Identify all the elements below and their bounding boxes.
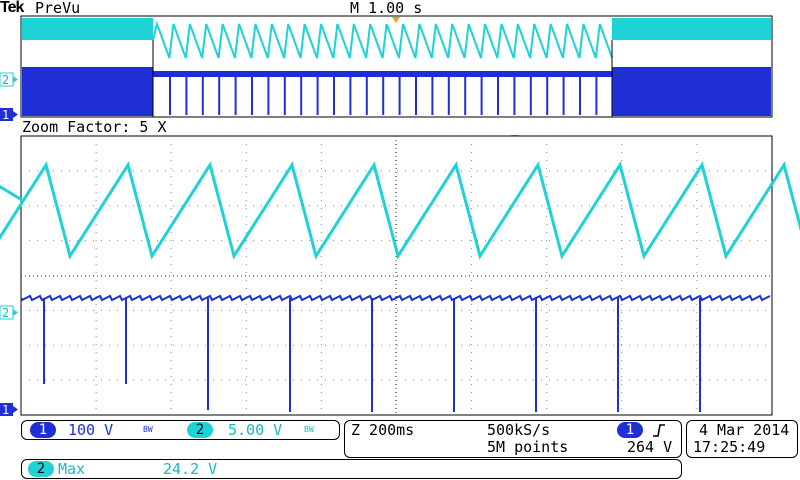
svg-text:2: 2 [2, 306, 9, 320]
zoom-ch1-waveform [21, 294, 771, 412]
overview-ch1-spikes [169, 73, 598, 115]
ch2-bandwidth-limit-icon: BW [304, 425, 314, 434]
svg-text:1: 1 [2, 108, 9, 122]
svg-text:1: 1 [2, 403, 9, 417]
trigger-source-badge[interactable]: 1 [617, 422, 643, 438]
zoom-factor-label: Zoom Factor: 5 X [22, 118, 167, 136]
overview-ch2-sawtooth [152, 20, 614, 59]
overview-ch2-dense-right [612, 18, 771, 40]
measurement-box[interactable]: 2 Max 24.2 V [21, 459, 682, 479]
trigger-level[interactable]: 264 V [627, 438, 673, 456]
svg-text:2: 2 [2, 73, 9, 87]
overview-ch1-dense-right [612, 67, 771, 116]
ch1-scale[interactable]: 100 V [68, 421, 114, 439]
ch2-badge[interactable]: 2 [187, 422, 213, 438]
record-length[interactable]: 5M points [487, 438, 569, 456]
overview-ch1-marker[interactable]: 1 [0, 108, 18, 122]
rising-edge-icon [653, 424, 665, 437]
brand-logo: Tek [0, 0, 24, 16]
measurement-channel-badge: 2 [28, 461, 54, 477]
graticule-dots [21, 136, 772, 415]
zoom-ch2-waveform [0, 161, 800, 260]
acquisition-box[interactable]: Z 200ms 500kS/s 5M points 1 264 V [344, 420, 682, 458]
measurement-value: 24.2 V [163, 460, 218, 478]
measurement-name: Max [58, 460, 86, 478]
timebase-readout: M 1.00 s [350, 0, 423, 17]
datetime-box: 4 Mar 2014 17:25:49 [686, 420, 798, 458]
acquisition-mode: PreVu [35, 0, 81, 17]
sample-rate: 500kS/s [487, 421, 551, 439]
zoom-time-per-div[interactable]: Z 200ms [351, 421, 415, 439]
channel-scale-box[interactable]: 1 100 V BW 2 5.00 V BW [21, 420, 340, 440]
zoom-ch2-marker[interactable]: 2 [0, 305, 18, 320]
zoom-ch1-marker[interactable]: 1 [0, 403, 18, 417]
overview-ch1-dense-left [22, 67, 153, 116]
overview-ch2-dense-left [22, 18, 153, 40]
ch2-scale[interactable]: 5.00 V [228, 421, 283, 439]
trigger-position-marker [392, 17, 400, 23]
time: 17:25:49 [693, 438, 766, 456]
overview-ch2-marker[interactable]: 2 [0, 72, 18, 87]
date: 4 Mar 2014 [699, 421, 790, 439]
ch1-bandwidth-limit-icon: BW [143, 425, 153, 434]
ch1-badge[interactable]: 1 [30, 422, 56, 438]
